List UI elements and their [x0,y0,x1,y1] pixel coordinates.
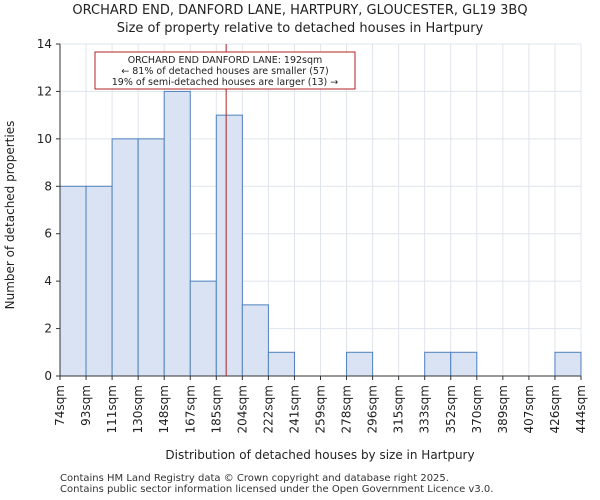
x-tick-label: 426sqm [548,385,562,433]
y-axis-label: Number of detached properties [3,121,17,310]
x-tick-label: 241sqm [287,385,301,433]
bar [241,304,269,377]
x-tick-label: 296sqm [366,385,380,433]
x-tick-label: 333sqm [418,385,432,433]
annotation-smaller: ← 81% of detached houses are smaller (57… [121,66,328,77]
y-tick-label: 4 [44,274,52,288]
x-tick-label: 370sqm [470,385,484,433]
bar [450,351,478,377]
x-tick-label: 407sqm [522,385,536,433]
bar [424,351,452,377]
x-tick-label: 278sqm [340,385,354,433]
y-ticks: 0 2 4 6 8 10 12 14 [37,37,60,383]
bar [346,351,374,377]
y-tick-label: 14 [37,37,52,51]
x-tick-label: 167sqm [183,385,197,433]
chart-subtitle: Size of property relative to detached ho… [116,21,484,36]
x-tick-label: 204sqm [235,385,249,433]
y-tick-label: 10 [37,132,52,146]
annotation-box: ORCHARD END DANFORD LANE: 192sqm← 81% of… [94,51,356,90]
x-tick-label: 93sqm [79,385,93,426]
footer-licence: Contains public sector information licen… [60,484,494,495]
bar [163,90,191,377]
x-tick-label: 130sqm [131,385,145,433]
x-tick-label: 222sqm [261,385,275,433]
x-ticks: 74sqm 93sqm 111sqm 130sqm 148sqm 167sqm 185sqm… [53,376,588,433]
x-tick-label: 259sqm [314,385,328,433]
x-tick-label: 315sqm [392,385,406,433]
x-tick-label: 389sqm [496,385,510,433]
y-tick-label: 12 [37,84,52,98]
annotation-larger: 19% of semi-detached houses are larger (… [112,77,339,88]
x-axis-label: Distribution of detached houses by size … [165,448,474,462]
x-tick-label: 352sqm [444,385,458,433]
bars [59,90,582,377]
y-tick-label: 2 [44,322,52,336]
x-tick-label: 74sqm [53,385,67,426]
annotation-box-frame [94,51,356,90]
bar [137,138,165,377]
bar [111,138,139,377]
bar [59,185,87,377]
bar [215,114,243,377]
bar [267,351,295,377]
x-tick-label: 185sqm [209,385,223,433]
x-tick-label: 111sqm [105,385,119,433]
chart-title: ORCHARD END, DANFORD LANE, HARTPURY, GLO… [72,3,528,18]
bar [554,351,582,377]
y-tick-label: 6 [44,227,52,241]
y-tick-label: 0 [44,369,52,383]
x-tick-label: 148sqm [157,385,171,433]
x-tick-label: 444sqm [574,385,588,433]
y-tick-label: 8 [44,179,52,193]
annotation-title: ORCHARD END DANFORD LANE: 192sqm [128,55,323,66]
bar [189,280,217,377]
bar [85,185,113,377]
footer-copyright: Contains HM Land Registry data © Crown c… [60,473,449,484]
